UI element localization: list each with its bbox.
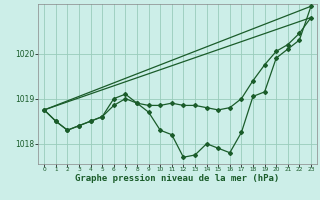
X-axis label: Graphe pression niveau de la mer (hPa): Graphe pression niveau de la mer (hPa): [76, 174, 280, 183]
